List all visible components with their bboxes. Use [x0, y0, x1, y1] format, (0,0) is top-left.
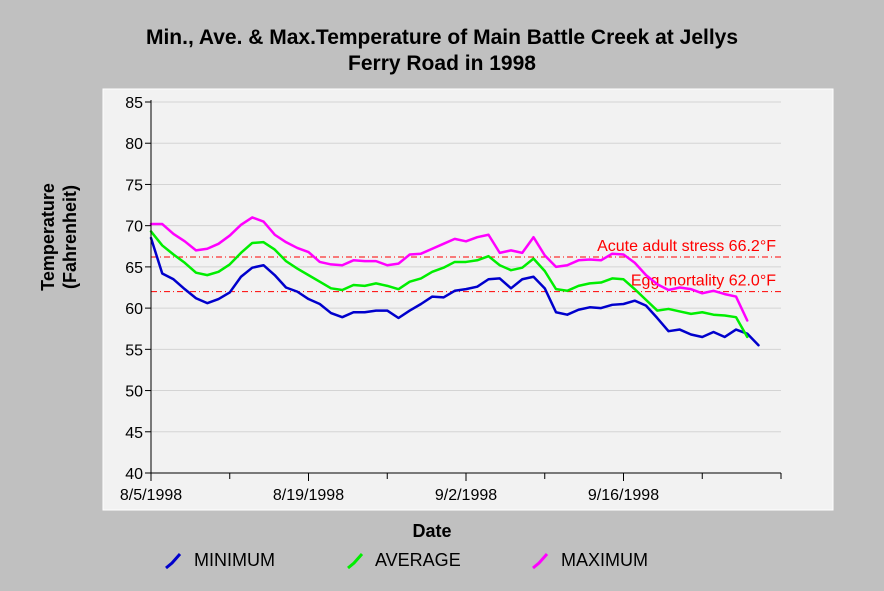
y-tick-label: 55 — [125, 342, 143, 359]
legend-label-maximum: MAXIMUM — [561, 550, 648, 570]
legend-swatch-maximum — [532, 553, 549, 570]
y-tick-label: 70 — [125, 219, 143, 236]
reference-line-label: Egg mortality 62.0°F — [631, 273, 776, 290]
legend-label-minimum: MINIMUM — [194, 550, 275, 570]
reference-lines: Acute adult stress 66.2°F Egg mortality 6… — [151, 238, 781, 293]
axes: 40 45 50 55 60 65 70 75 80 85 8/5/1998 8/19/1998 9/2… — [120, 95, 782, 504]
legend-swatch-minimum — [165, 553, 182, 570]
x-axis-title: Date — [412, 521, 451, 541]
x-tick-label: 9/2/1998 — [435, 487, 497, 504]
legend-swatch-average — [347, 553, 364, 570]
y-tick-label: 85 — [125, 95, 143, 112]
y-tick-label: 80 — [125, 136, 143, 153]
plot-area — [102, 88, 834, 511]
legend-label-average: AVERAGE — [375, 550, 461, 570]
y-tick-label: 75 — [125, 177, 143, 194]
reference-line-label: Acute adult stress 66.2°F — [597, 238, 776, 255]
y-axis-title-line2: (Fahrenheit) — [60, 185, 80, 289]
series-line-average — [149, 230, 749, 339]
chart-title-line2: Ferry Road in 1998 — [348, 52, 536, 75]
y-tick-label: 50 — [125, 384, 143, 401]
series-line-minimum — [149, 236, 760, 347]
series-line-maximum — [149, 216, 749, 322]
legend: MINIMUM AVERAGE MAXIMUM — [165, 550, 648, 570]
data-series — [149, 216, 760, 347]
legend-item-maximum: MAXIMUM — [532, 550, 648, 570]
legend-item-minimum: MINIMUM — [165, 550, 275, 570]
x-tick-label: 9/16/1998 — [588, 487, 659, 504]
legend-item-average: AVERAGE — [347, 550, 461, 570]
y-tick-label: 65 — [125, 260, 143, 277]
chart-title-line1: Min., Ave. & Max.Temperature of Main Bat… — [146, 26, 738, 49]
x-tick-label: 8/19/1998 — [273, 487, 344, 504]
y-tick-label: 60 — [125, 301, 143, 318]
x-tick-label: 8/5/1998 — [120, 487, 182, 504]
y-tick-label: 45 — [125, 425, 143, 442]
y-tick-label: 40 — [125, 466, 143, 483]
y-axis-title-line1: Temperature — [38, 183, 58, 291]
